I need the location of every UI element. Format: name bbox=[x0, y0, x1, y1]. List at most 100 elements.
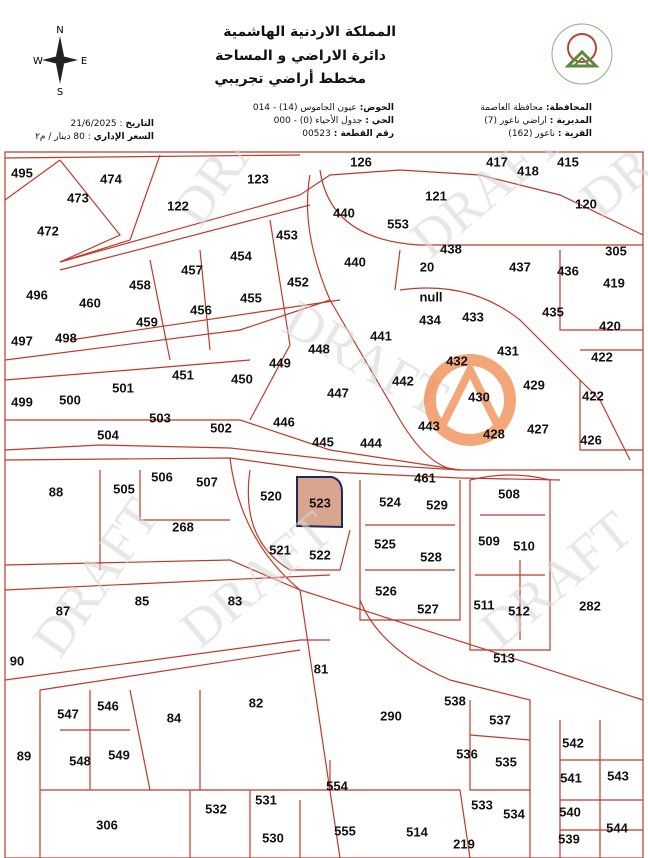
parcel-label[interactable]: 282 bbox=[579, 598, 601, 613]
parcel-label[interactable]: 541 bbox=[560, 770, 582, 785]
parcel-label[interactable]: 498 bbox=[55, 330, 77, 345]
parcel-label[interactable]: 419 bbox=[603, 275, 625, 290]
parcel-label[interactable]: 542 bbox=[562, 735, 584, 750]
parcel-label[interactable]: 305 bbox=[605, 243, 627, 258]
parcel-label[interactable]: 547 bbox=[57, 706, 79, 721]
parcel-label[interactable]: 554 bbox=[326, 778, 348, 793]
parcel-label[interactable]: 508 bbox=[498, 486, 520, 501]
parcel-label[interactable]: 535 bbox=[495, 754, 517, 769]
parcel-label[interactable]: 460 bbox=[79, 295, 101, 310]
parcel-label[interactable]: 506 bbox=[151, 469, 173, 484]
parcel-label[interactable]: 422 bbox=[582, 388, 604, 403]
parcel-label[interactable]: 546 bbox=[97, 698, 119, 713]
parcel-label[interactable]: 499 bbox=[11, 394, 33, 409]
parcel-label[interactable]: 20 bbox=[420, 259, 434, 274]
parcel-label[interactable]: 84 bbox=[167, 710, 182, 725]
parcel-label[interactable]: 461 bbox=[414, 470, 436, 485]
parcel-label[interactable]: 512 bbox=[508, 603, 530, 618]
parcel-label[interactable]: 539 bbox=[558, 831, 580, 846]
parcel-label[interactable]: 415 bbox=[557, 154, 579, 169]
parcel-label[interactable]: 450 bbox=[231, 371, 253, 386]
parcel-label[interactable]: 529 bbox=[426, 497, 448, 512]
parcel-label[interactable]: 533 bbox=[471, 797, 493, 812]
parcel-label[interactable]: 442 bbox=[392, 373, 414, 388]
parcel-label[interactable]: 418 bbox=[517, 163, 539, 178]
parcel-label[interactable]: 505 bbox=[113, 481, 135, 496]
parcel-label[interactable]: 437 bbox=[509, 259, 531, 274]
parcel-label[interactable]: 457 bbox=[181, 262, 203, 277]
parcel-label[interactable]: 122 bbox=[167, 198, 189, 213]
parcel-label[interactable]: 534 bbox=[503, 806, 525, 821]
parcel-label[interactable]: 532 bbox=[205, 801, 227, 816]
parcel-label[interactable]: 526 bbox=[375, 583, 397, 598]
parcel-label[interactable]: 472 bbox=[37, 223, 59, 238]
parcel-label[interactable]: 524 bbox=[379, 494, 401, 509]
parcel-label[interactable]: 440 bbox=[344, 254, 366, 269]
parcel-label[interactable]: 548 bbox=[69, 753, 91, 768]
parcel-label[interactable]: 268 bbox=[172, 519, 194, 534]
parcel-label[interactable]: 544 bbox=[606, 820, 628, 835]
parcel-label[interactable]: 123 bbox=[247, 171, 269, 186]
parcel-label[interactable]: 510 bbox=[513, 538, 535, 553]
parcel-label[interactable]: 555 bbox=[334, 823, 356, 838]
parcel-label[interactable]: 520 bbox=[260, 488, 282, 503]
parcel-label[interactable]: null bbox=[419, 289, 442, 304]
parcel-label[interactable]: 85 bbox=[135, 593, 149, 608]
parcel-label[interactable]: 420 bbox=[599, 318, 621, 333]
parcel-label[interactable]: 448 bbox=[308, 341, 330, 356]
selected-parcel-label[interactable]: 523 bbox=[309, 495, 331, 510]
parcel-label[interactable]: 495 bbox=[11, 165, 33, 180]
parcel-label[interactable]: 473 bbox=[67, 190, 89, 205]
parcel-label[interactable]: 82 bbox=[249, 695, 263, 710]
parcel-label[interactable]: 431 bbox=[497, 343, 519, 358]
parcel-label[interactable]: 513 bbox=[493, 650, 515, 665]
parcel-label[interactable]: 511 bbox=[474, 597, 495, 612]
parcel-label[interactable]: 503 bbox=[149, 410, 171, 425]
parcel-label[interactable]: 540 bbox=[559, 804, 581, 819]
parcel-label[interactable]: 504 bbox=[97, 427, 119, 442]
parcel-label[interactable]: 444 bbox=[360, 435, 382, 450]
parcel-label[interactable]: 90 bbox=[10, 653, 24, 668]
parcel-label[interactable]: 290 bbox=[380, 708, 402, 723]
parcel-label[interactable]: 433 bbox=[462, 309, 484, 324]
parcel-label[interactable]: 553 bbox=[387, 216, 409, 231]
parcel-label[interactable]: 497 bbox=[11, 333, 33, 348]
parcel-label[interactable]: 121 bbox=[425, 188, 447, 203]
parcel-label[interactable]: 88 bbox=[49, 484, 63, 499]
parcel-label[interactable]: 531 bbox=[255, 792, 277, 807]
parcel-label[interactable]: 454 bbox=[230, 248, 252, 263]
parcel-label[interactable]: 443 bbox=[418, 418, 440, 433]
parcel-label[interactable]: 219 bbox=[453, 836, 475, 851]
parcel-label[interactable]: 522 bbox=[309, 547, 331, 562]
parcel-label[interactable]: 83 bbox=[228, 593, 242, 608]
parcel-label[interactable]: 525 bbox=[374, 536, 396, 551]
parcel-label[interactable]: 474 bbox=[100, 171, 122, 186]
parcel-label[interactable]: 87 bbox=[56, 603, 70, 618]
parcel-label[interactable]: 306 bbox=[96, 817, 118, 832]
parcel-label[interactable]: 452 bbox=[287, 274, 309, 289]
parcel-label[interactable]: 441 bbox=[370, 328, 392, 343]
parcel-label[interactable]: 446 bbox=[273, 414, 295, 429]
parcel-label[interactable]: 428 bbox=[483, 426, 505, 441]
parcel-label[interactable]: 453 bbox=[276, 227, 298, 242]
parcel-label[interactable]: 549 bbox=[108, 747, 130, 762]
parcel-label[interactable]: 417 bbox=[486, 154, 508, 169]
parcel-label[interactable]: 509 bbox=[478, 533, 500, 548]
parcel-label[interactable]: 530 bbox=[262, 830, 284, 845]
parcel-label[interactable]: 427 bbox=[527, 421, 549, 436]
parcel-label[interactable]: 459 bbox=[136, 314, 158, 329]
parcel-label[interactable]: 447 bbox=[327, 385, 349, 400]
parcel-label[interactable]: 496 bbox=[26, 287, 48, 302]
parcel-label[interactable]: 500 bbox=[59, 392, 81, 407]
parcel-label[interactable]: 422 bbox=[591, 349, 613, 364]
parcel-label[interactable]: 521 bbox=[269, 542, 291, 557]
parcel-label[interactable]: 527 bbox=[417, 601, 439, 616]
parcel-label[interactable]: 456 bbox=[190, 302, 212, 317]
parcel-label[interactable]: 81 bbox=[314, 661, 328, 676]
parcel-label[interactable]: 537 bbox=[489, 712, 511, 727]
parcel-label[interactable]: 528 bbox=[420, 549, 442, 564]
parcel-label[interactable]: 543 bbox=[607, 768, 629, 783]
parcel-label[interactable]: 451 bbox=[172, 367, 194, 382]
parcel-label[interactable]: 538 bbox=[444, 693, 466, 708]
parcel-label[interactable]: 455 bbox=[240, 290, 262, 305]
